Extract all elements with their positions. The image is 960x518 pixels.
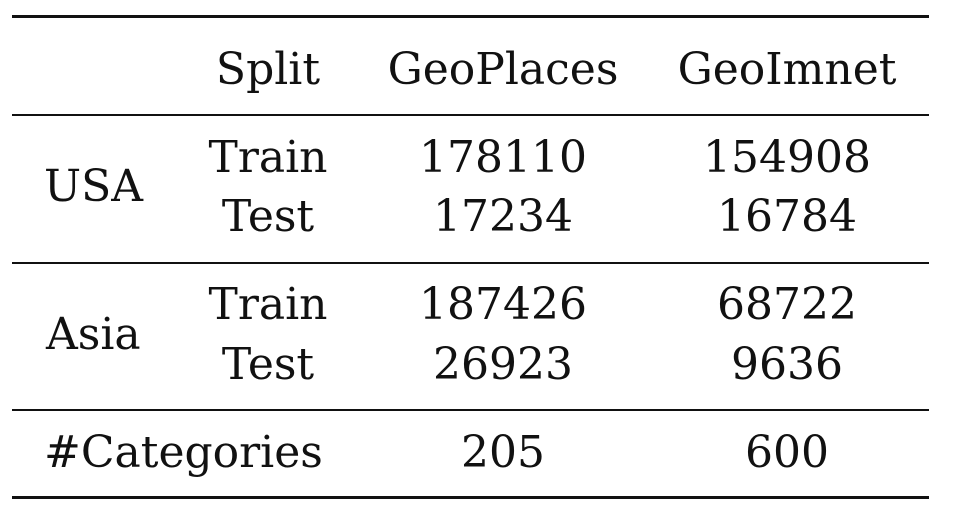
header-geoimnet: GeoImnet bbox=[677, 44, 897, 95]
asia-train-label: Train bbox=[208, 279, 328, 330]
usa-geoplaces-train: 178110 bbox=[419, 132, 587, 183]
usa-test-label: Test bbox=[221, 191, 315, 242]
header-split: Split bbox=[215, 44, 321, 95]
top-rule bbox=[12, 15, 929, 18]
usa-geoplaces-test: 17234 bbox=[433, 191, 573, 242]
region-asia: Asia bbox=[46, 309, 141, 360]
asia-test-label: Test bbox=[221, 339, 315, 390]
region-usa: USA bbox=[44, 161, 143, 212]
asia-geoplaces-test: 26923 bbox=[433, 339, 573, 390]
categories-geoplaces: 205 bbox=[461, 427, 545, 478]
categories-label: #Categories bbox=[44, 427, 323, 478]
usa-rule bbox=[12, 262, 929, 264]
asia-rule bbox=[12, 409, 929, 411]
asia-geoimnet-train: 68722 bbox=[717, 279, 857, 330]
usa-geoimnet-train: 154908 bbox=[703, 132, 871, 183]
asia-geoplaces-train: 187426 bbox=[419, 279, 587, 330]
bottom-rule bbox=[12, 496, 929, 499]
usa-train-label: Train bbox=[208, 132, 328, 183]
asia-geoimnet-test: 9636 bbox=[731, 339, 843, 390]
usa-geoimnet-test: 16784 bbox=[717, 191, 857, 242]
header-rule bbox=[12, 114, 929, 116]
categories-geoimnet: 600 bbox=[745, 427, 829, 478]
header-geoplaces: GeoPlaces bbox=[387, 44, 619, 95]
